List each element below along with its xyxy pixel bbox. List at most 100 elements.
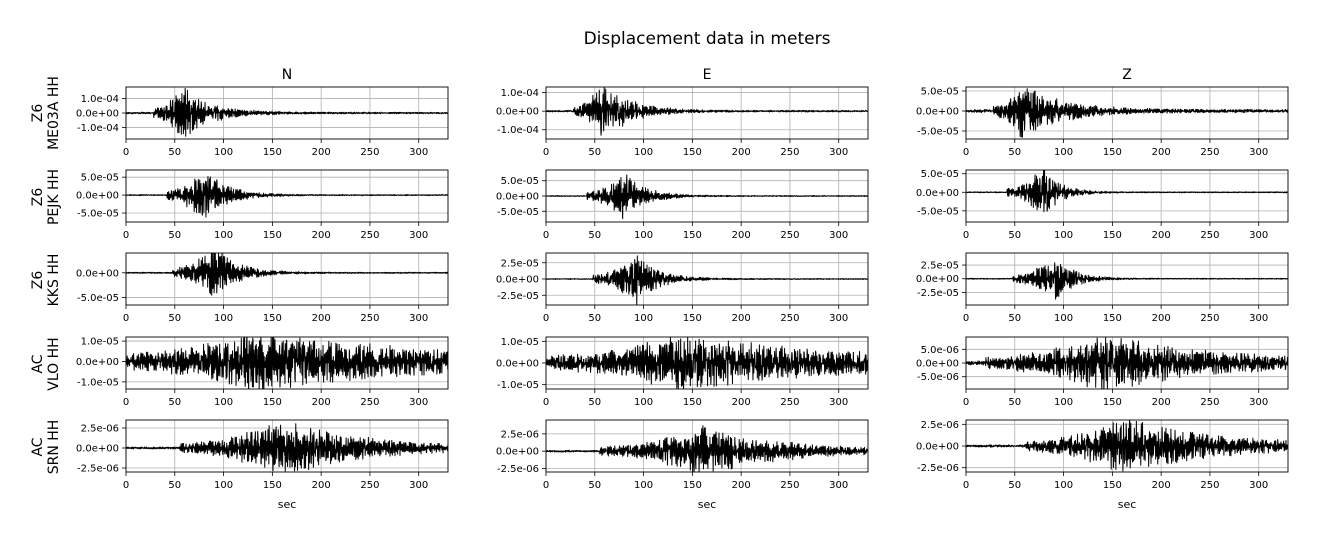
- x-tick-label: 200: [732, 480, 751, 491]
- x-tick-label: 50: [588, 313, 601, 324]
- y-tick-label: 1.0e-04: [81, 94, 119, 105]
- x-tick-label: 250: [1200, 147, 1219, 158]
- row-network-2: Z6: [30, 188, 46, 207]
- y-tick-label: 0.0e+00: [496, 275, 539, 286]
- x-tick-label: 50: [1008, 397, 1021, 408]
- x-tick-label: 300: [409, 147, 428, 158]
- y-tick-label: 1.0e-05: [81, 337, 119, 348]
- x-tick-label: 300: [409, 480, 428, 491]
- x-tick-label: 300: [1249, 230, 1268, 241]
- x-tick-label: 50: [1008, 230, 1021, 241]
- y-tick-label: 0.0e+00: [496, 107, 539, 118]
- x-tick-label: 250: [1200, 397, 1219, 408]
- x-tick-label: 150: [1103, 147, 1122, 158]
- x-tick-label: 50: [1008, 480, 1021, 491]
- y-tick-label: -2.5e-06: [917, 463, 959, 474]
- x-tick-label: 100: [1054, 397, 1073, 408]
- x-tick-label: 50: [588, 230, 601, 241]
- x-tick-label: 300: [829, 230, 848, 241]
- y-tick-label: 0.0e+00: [916, 359, 959, 370]
- x-tick-label: 100: [214, 313, 233, 324]
- x-tick-label: 250: [780, 313, 799, 324]
- x-tick-label: 150: [263, 313, 282, 324]
- x-tick-label: 50: [168, 480, 181, 491]
- x-tick-label: 0: [543, 397, 549, 408]
- y-tick-label: 1.0e-04: [501, 88, 539, 99]
- y-tick-label: -5.0e-05: [77, 293, 119, 304]
- x-tick-label: 250: [360, 480, 379, 491]
- x-tick-label: 150: [683, 313, 702, 324]
- x-tick-label: 250: [360, 230, 379, 241]
- waveform-trace-r3-e: [546, 255, 868, 305]
- column-title-n: N: [282, 67, 292, 83]
- x-tick-label: 50: [1008, 147, 1021, 158]
- waveform-trace-r2-n: [126, 176, 448, 218]
- x-tick-label: 300: [409, 397, 428, 408]
- x-tick-label: 0: [543, 147, 549, 158]
- panel-r5-z: 0 50 100 150 200 250 300 2.5e-06 0.0e+00 -2.5e-06: [916, 419, 1289, 491]
- axes-frame: [125, 336, 449, 390]
- panel-r2-n: 0 50 100 150 200 250 300 5.0e-05 0.0e+00 -5.0e-05: [76, 169, 449, 241]
- x-tick-label: 150: [683, 480, 702, 491]
- x-tick-label: 100: [214, 480, 233, 491]
- x-tick-label: 0: [123, 230, 129, 241]
- x-tick-label: 150: [263, 480, 282, 491]
- x-tick-label: 150: [1103, 480, 1122, 491]
- x-axis-label-z: sec: [1118, 498, 1137, 511]
- y-tick-label: -5.0e-05: [77, 209, 119, 220]
- x-tick-label: 100: [634, 230, 653, 241]
- y-tick-label: -1.0e-04: [77, 123, 119, 134]
- x-tick-label: 100: [1054, 313, 1073, 324]
- x-tick-label: 200: [732, 313, 751, 324]
- x-tick-label: 250: [1200, 480, 1219, 491]
- x-tick-label: 50: [588, 397, 601, 408]
- x-tick-label: 150: [683, 397, 702, 408]
- y-tick-label: -5.0e-05: [917, 127, 959, 138]
- axes-frame: [125, 419, 449, 473]
- x-tick-label: 0: [123, 313, 129, 324]
- row-network-3: Z6: [30, 271, 46, 290]
- x-tick-label: 100: [214, 230, 233, 241]
- x-tick-label: 100: [634, 147, 653, 158]
- x-tick-label: 0: [543, 480, 549, 491]
- x-tick-label: 50: [168, 230, 181, 241]
- y-tick-label: 1.0e-05: [501, 337, 539, 348]
- y-tick-label: 0.0e+00: [76, 268, 119, 279]
- y-tick-label: -1.0e-05: [77, 377, 119, 388]
- x-tick-label: 50: [168, 147, 181, 158]
- row-label-4: AC VLO HH: [30, 337, 62, 390]
- panel-r4-z: 0 50 100 150 200 250 300 5.0e-06 0.0e+00 -5.0e-06: [916, 336, 1289, 408]
- x-tick-label: 200: [1152, 230, 1171, 241]
- x-tick-label: 200: [732, 230, 751, 241]
- waveform-trace-r3-z: [966, 262, 1288, 300]
- x-tick-label: 200: [312, 147, 331, 158]
- waveform-trace-r5-z: [966, 420, 1288, 472]
- y-tick-label: 0.0e+00: [916, 107, 959, 118]
- y-tick-label: 0.0e+00: [76, 357, 119, 368]
- x-tick-label: 0: [123, 147, 129, 158]
- row-network-5: AC: [30, 437, 46, 456]
- figure-title: Displacement data in meters: [584, 29, 831, 49]
- x-tick-label: 250: [1200, 230, 1219, 241]
- x-tick-label: 0: [543, 230, 549, 241]
- y-tick-label: 5.0e-05: [921, 87, 959, 98]
- y-tick-label: 0.0e+00: [916, 274, 959, 285]
- x-tick-label: 150: [1103, 230, 1122, 241]
- axes-frame: [965, 86, 1289, 140]
- panel-r3-e: 0 50 100 150 200 250 300 2.5e-05 0.0e+00 -2.5e-05: [496, 252, 869, 324]
- x-tick-label: 0: [123, 397, 129, 408]
- y-tick-label: -2.5e-06: [77, 464, 119, 475]
- row-label-2: Z6 PEJK HH: [30, 169, 62, 225]
- y-tick-label: 2.5e-05: [921, 261, 959, 272]
- x-tick-label: 200: [312, 313, 331, 324]
- x-tick-label: 150: [263, 147, 282, 158]
- axes-frame: [545, 419, 869, 473]
- panel-r1-z: 0 50 100 150 200 250 300 5.0e-05 0.0e+00 -5.0e-05: [916, 86, 1289, 158]
- y-tick-label: 5.0e-05: [501, 176, 539, 187]
- x-tick-label: 0: [123, 480, 129, 491]
- y-tick-label: -1.0e-04: [497, 125, 539, 136]
- x-tick-label: 250: [780, 397, 799, 408]
- x-tick-label: 250: [360, 313, 379, 324]
- panel-r1-n: 0 50 100 150 200 250 300 1.0e-04 0.0e+00 -1.0e-04: [76, 86, 449, 158]
